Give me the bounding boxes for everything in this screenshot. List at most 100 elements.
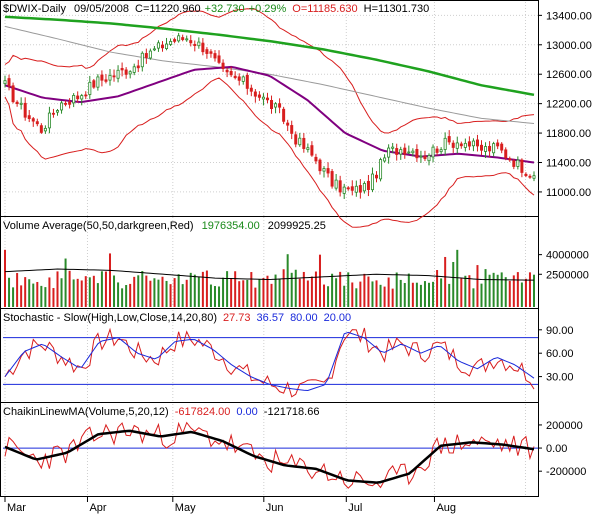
volume-bar	[117, 282, 120, 307]
candle-body	[362, 183, 366, 192]
volume-bar	[399, 279, 402, 307]
candle-body	[439, 149, 443, 153]
candle-body	[165, 43, 169, 49]
volume-bar	[512, 275, 515, 307]
volume-bar	[12, 287, 15, 307]
candle-body	[370, 173, 374, 191]
volume-bar	[230, 278, 233, 307]
candle-body	[451, 142, 455, 148]
volume-bar	[290, 272, 293, 307]
stochastic-plot	[3, 327, 538, 398]
candle-body	[278, 103, 282, 108]
volume-bar	[133, 276, 136, 307]
candle-body	[193, 43, 197, 46]
volume-bar	[32, 283, 35, 307]
candle-body	[23, 102, 27, 118]
volume-bar	[108, 253, 111, 307]
volume-bar	[428, 282, 431, 307]
volume-bar	[496, 274, 499, 307]
chaikin-legend: ChaikinLinewMA(Volume,5,20,12) -617824.00…	[3, 406, 319, 418]
volume-bar	[52, 288, 55, 307]
volume-bar	[306, 280, 309, 307]
candle-body	[116, 69, 120, 79]
candle-body	[225, 69, 229, 73]
chaikin-value-3: -121718.66	[264, 406, 320, 418]
x-tick-label: May	[175, 502, 196, 514]
candle-body	[330, 171, 334, 187]
candle-body	[520, 159, 524, 173]
header-close: C=11220.960	[135, 3, 201, 15]
candle-body	[492, 143, 496, 154]
candle-body	[532, 175, 536, 179]
y-tick-label: -200000	[546, 466, 586, 478]
candle-body	[245, 74, 249, 89]
volume-bar	[383, 286, 386, 307]
chaikin-value-1: -617824.00	[175, 406, 231, 418]
candle-body	[205, 49, 209, 54]
candle-body	[516, 159, 520, 167]
volume-bar	[351, 282, 354, 307]
candle-body	[241, 76, 245, 82]
stochastic-legend: Stochastic - Slow(High,Low,Close,14,20,8…	[3, 312, 351, 324]
volume-bar	[508, 280, 511, 307]
volume-bar	[472, 288, 475, 307]
volume-bar	[302, 271, 305, 307]
volume-bar	[76, 278, 79, 307]
volume-bar	[464, 275, 467, 307]
x-axis-labels: Mar Apr May Jun Jul Aug	[4, 497, 456, 514]
candle-body	[120, 68, 124, 71]
volume-bar	[36, 281, 39, 307]
volume-bar	[213, 286, 216, 307]
volume-bar	[157, 279, 160, 307]
candle-body	[253, 91, 257, 97]
volume-bar	[234, 271, 237, 307]
volume-bar	[387, 277, 390, 307]
volume-bar	[524, 278, 527, 307]
candle-body	[508, 158, 512, 161]
candle-body	[19, 102, 23, 105]
y-tick-label: 11800.00	[546, 128, 591, 140]
y-tick-label: 2500000	[546, 269, 589, 281]
header-period: Daily	[42, 3, 67, 15]
candle-body	[181, 37, 185, 40]
volume-value-2: 2099925.25	[268, 220, 326, 232]
volume-bar	[104, 271, 107, 307]
volume-bar	[480, 283, 483, 307]
volume-bar	[266, 275, 269, 307]
volume-bar	[379, 284, 382, 307]
chaikin-ma-line	[4, 429, 535, 484]
header-sep: -	[38, 3, 42, 15]
candle-body	[60, 102, 64, 111]
candle-body	[124, 69, 128, 75]
candle-body	[395, 148, 399, 155]
volume-bar	[4, 249, 6, 307]
candle-body	[148, 50, 152, 59]
candle-body	[496, 142, 500, 147]
candle-body	[213, 53, 217, 59]
volume-bar	[129, 283, 132, 307]
candle-body	[112, 75, 116, 78]
volume-bar	[44, 287, 47, 307]
y-tick-label: 11000.00	[546, 187, 591, 199]
volume-bar	[436, 270, 439, 307]
stochastic-value-1: 27.73	[223, 312, 251, 324]
volume-bar	[323, 284, 326, 307]
candle-body	[185, 38, 189, 41]
volume-bar	[80, 280, 83, 307]
header-symbol: $DWIX	[3, 3, 39, 15]
candle-body	[471, 140, 475, 147]
ma-mid-line	[4, 65, 535, 164]
volume-bar	[177, 274, 180, 307]
volume-bar	[153, 278, 156, 307]
candle-body	[104, 79, 108, 82]
chaikin-plot	[3, 421, 538, 489]
volume-bar	[282, 269, 285, 307]
header-change: +32.730	[205, 3, 245, 15]
chaikin-panel-frame	[0, 402, 539, 497]
candle-body	[152, 48, 156, 51]
volume-bar	[72, 279, 75, 307]
candle-body	[322, 168, 326, 172]
y-tick-label: 0.00	[546, 443, 567, 455]
candle-body	[31, 118, 35, 122]
